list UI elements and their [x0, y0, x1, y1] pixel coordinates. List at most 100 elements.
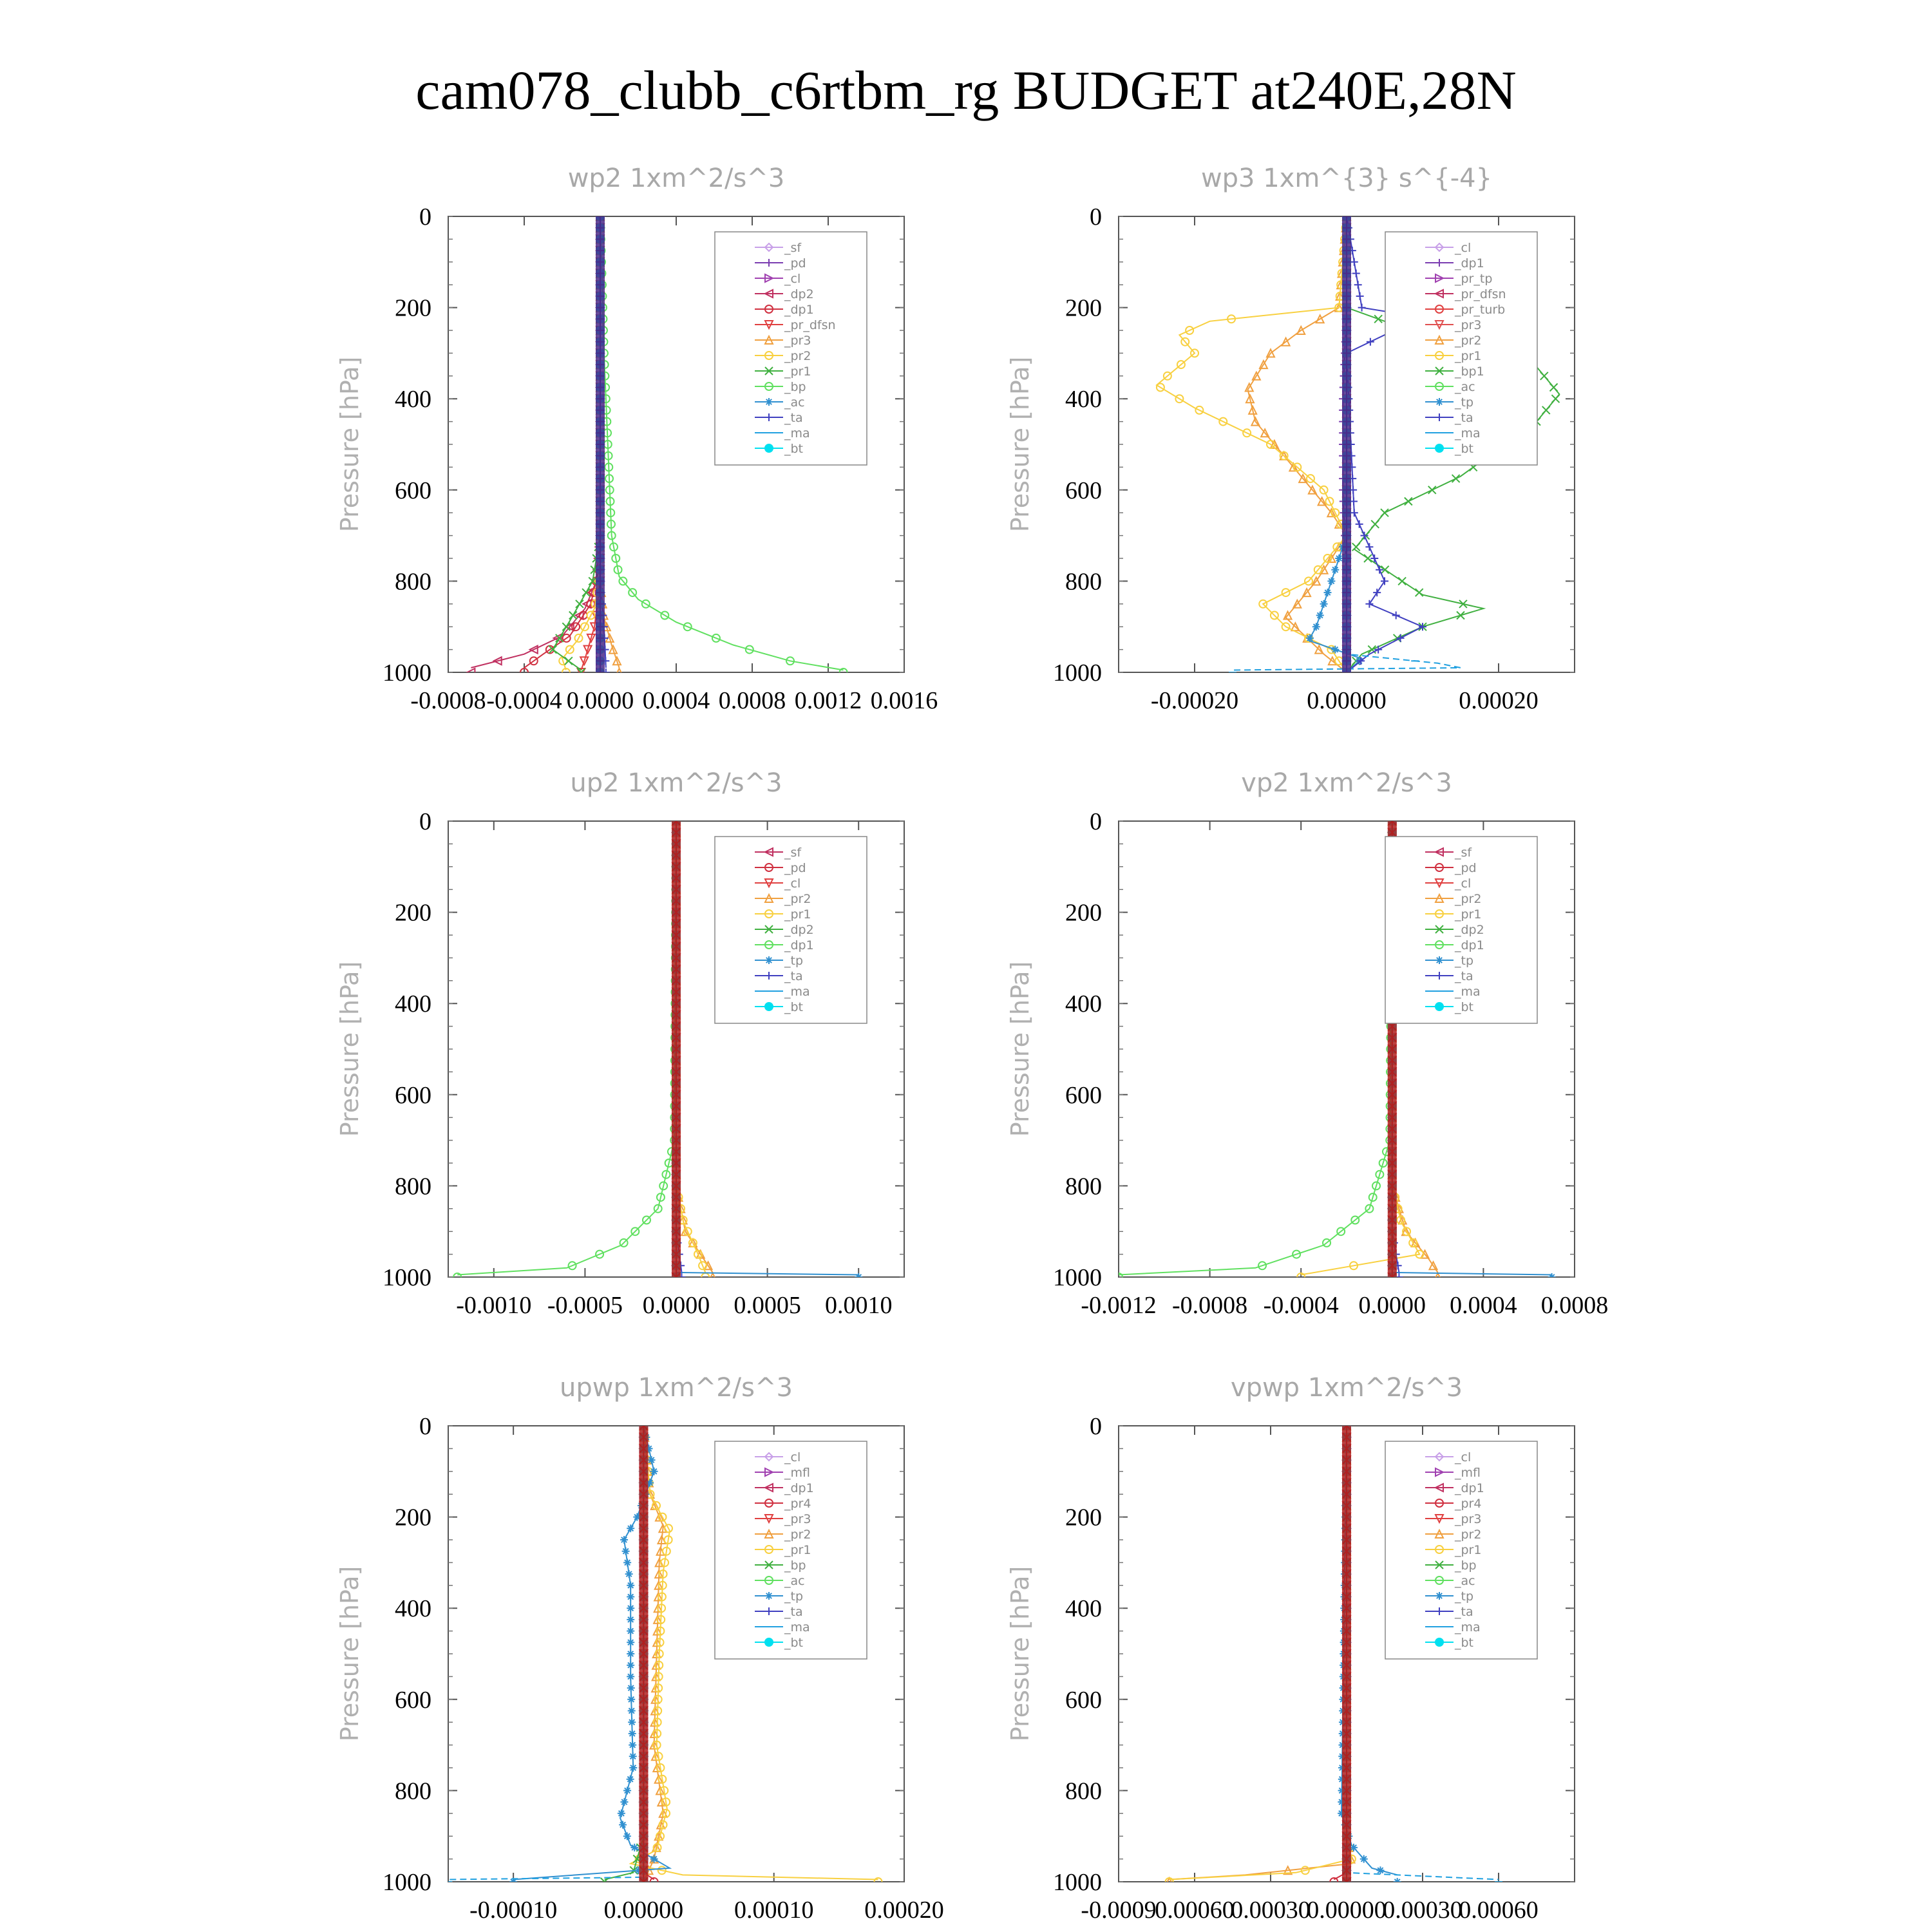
legend-label: _pr2	[784, 892, 811, 906]
x-tick-label: 0.00020	[1459, 687, 1539, 714]
series-point-pr1	[658, 1569, 668, 1579]
series-point-ta	[1396, 634, 1405, 642]
legend-marker	[763, 289, 773, 299]
x-tick-label: 0.00000	[1307, 1897, 1387, 1924]
series-point-overlay-0	[596, 440, 604, 448]
series-point-pr1	[1313, 565, 1323, 574]
series-point-tp	[1350, 1843, 1358, 1852]
series-point-tp	[634, 1866, 643, 1875]
series-point-overlay-0	[672, 839, 681, 849]
x-tick-label: 0.00000	[1307, 687, 1387, 714]
legend-label: _ac	[784, 395, 805, 410]
series-point-dp1	[567, 1261, 577, 1271]
legend-marker	[1435, 909, 1444, 918]
series-point-tp	[633, 1513, 641, 1521]
series-point-bp1	[1397, 576, 1406, 586]
legend-marker	[1435, 413, 1443, 421]
legend-label: _bp1	[1454, 365, 1484, 379]
legend-label: _pd	[784, 861, 806, 875]
series-point-overlay-0	[639, 1877, 649, 1882]
legend-marker	[764, 1467, 775, 1477]
series-point-overlay-0	[672, 907, 681, 917]
series-point-pr1	[1242, 428, 1252, 438]
series-point-overlay-0	[672, 1273, 681, 1277]
series-point-pr1	[1176, 360, 1186, 370]
legend-marker	[765, 1607, 773, 1615]
series-point-pr1	[659, 1786, 669, 1795]
series-point-overlay-0	[1343, 645, 1350, 654]
series-point-tp	[627, 1684, 635, 1692]
series-point-overlay-0	[639, 1774, 649, 1784]
series-point-pr2	[1428, 1260, 1439, 1271]
series-point-pr1	[1323, 554, 1332, 563]
series-point-pr4	[649, 1877, 659, 1882]
series-point-overlay-0	[596, 337, 604, 346]
legend-box	[1385, 1441, 1538, 1660]
legend-label: _pr3	[784, 1512, 811, 1526]
series-point-pr2	[653, 1591, 663, 1602]
series-point-pr2	[1283, 1865, 1293, 1875]
series-point-pr2	[652, 1625, 663, 1636]
series-point-overlay-0	[1342, 1797, 1351, 1806]
series-point-overlay-0	[596, 645, 604, 654]
series-point-tp	[1376, 1866, 1385, 1875]
series-point-pr2	[1247, 404, 1258, 415]
series-point-overlay-0	[639, 1467, 649, 1476]
legend-label: _tp	[1454, 954, 1473, 968]
series-point-overlay-0	[639, 1615, 649, 1624]
series-point-overlay-0	[1343, 486, 1350, 494]
legend-marker	[764, 925, 773, 934]
legend-marker	[1435, 1560, 1444, 1569]
series-point-overlay-0	[1343, 531, 1350, 540]
series-point-pr1	[652, 1842, 662, 1852]
legend-label: _cl	[1454, 1450, 1471, 1464]
series-point-pr1	[654, 1672, 663, 1681]
legend-marker	[1435, 1467, 1445, 1477]
series-point-pr1	[1281, 588, 1291, 598]
series-point-pr1	[1185, 326, 1195, 335]
series-point-bp	[604, 462, 614, 472]
series-point-overlay-0	[639, 1535, 649, 1544]
series-point-bp1	[1540, 372, 1549, 381]
series-point-overlay-0	[1342, 1581, 1351, 1590]
series-point-pr1	[653, 1694, 663, 1704]
series-point-tp	[625, 1570, 633, 1578]
y-axis-label: Pressure [hPa]	[1006, 357, 1034, 533]
legend-marker	[765, 259, 773, 267]
series-point-dp1	[1258, 1261, 1267, 1271]
legend-label: _sf	[784, 241, 802, 255]
legend-box	[1385, 231, 1538, 466]
series-point-pr2	[1251, 370, 1262, 381]
series-point-bp	[606, 508, 616, 518]
x-tick-label: 0.0000	[1359, 1292, 1426, 1319]
series-point-ta	[1365, 600, 1374, 608]
series-point-overlay-0	[1343, 269, 1350, 278]
series-point-overlay-0	[1388, 1170, 1397, 1179]
series-point-pr1	[1415, 1249, 1425, 1259]
series-point-overlay-0	[1343, 417, 1350, 426]
series-point-pr2	[1290, 621, 1300, 632]
series-point-overlay-0	[1343, 327, 1350, 334]
legend-marker	[1434, 1514, 1444, 1524]
series-point-pr2	[586, 611, 596, 620]
legend-label: _pr4	[784, 1497, 811, 1511]
y-tick-label: 400	[1065, 1595, 1102, 1622]
series-point-overlay-0	[596, 451, 604, 460]
series-point-overlay-0	[672, 896, 681, 905]
series-point-pr2	[653, 1602, 663, 1613]
legend-label: _cl	[1454, 876, 1471, 891]
series-point-overlay-0	[1388, 1090, 1397, 1099]
y-tick-label: 400	[395, 1595, 431, 1622]
legend-label: _pr3	[1454, 1512, 1481, 1526]
y-tick-label: 0	[419, 204, 431, 231]
series-point-pr2	[654, 1774, 664, 1784]
series-point-overlay-0	[596, 406, 604, 414]
series-point-pr1	[575, 600, 584, 609]
series-point-overlay-0	[639, 1843, 649, 1852]
series-point-tp	[1393, 1878, 1401, 1882]
series-point-overlay-0	[1343, 281, 1350, 289]
series-point-overlay-0	[1343, 372, 1350, 380]
series-point-overlay-0	[1342, 1535, 1351, 1544]
series-point-dp1	[661, 1170, 671, 1179]
series-point-bp	[660, 611, 670, 620]
